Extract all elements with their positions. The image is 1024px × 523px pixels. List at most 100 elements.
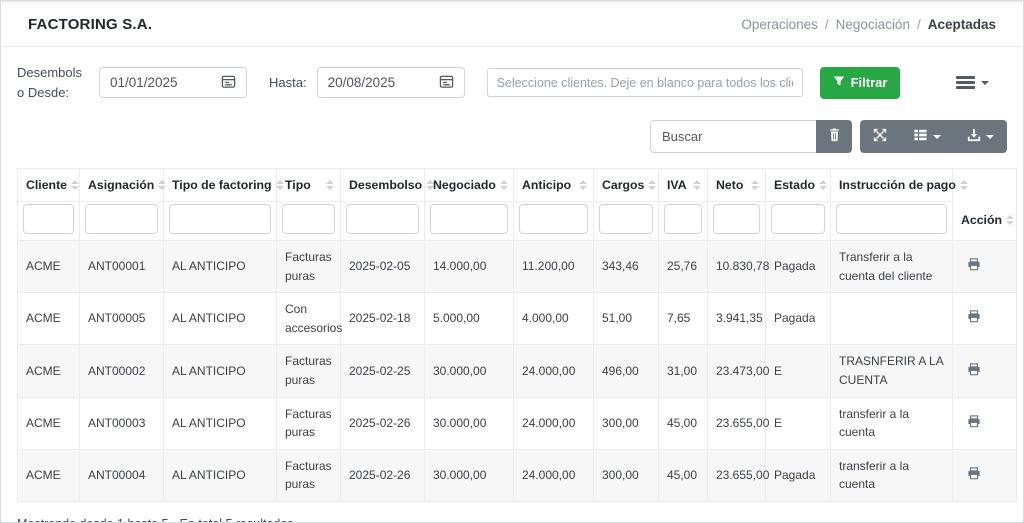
table-toolbar: [860, 120, 1007, 153]
date-to-input[interactable]: 20/08/2025: [316, 67, 465, 98]
cell-estado: Pagada: [765, 239, 831, 294]
column-filter-cell: [424, 201, 514, 241]
column-header[interactable]: Instrucción de pago: [830, 168, 968, 202]
column-filter-cell: [707, 201, 766, 241]
sort-icon: [322, 180, 334, 190]
date-to-value: 20/08/2025: [327, 75, 396, 90]
column-filter-cell: [765, 201, 831, 241]
filter-button[interactable]: Filtrar: [819, 66, 901, 99]
column-header[interactable]: Neto: [707, 168, 766, 202]
column-filter-input[interactable]: [599, 204, 653, 234]
column-filter-input[interactable]: [169, 204, 271, 234]
column-filter-input[interactable]: [85, 204, 158, 234]
cell-negociado: 14.000,00: [424, 239, 514, 294]
cell-iva: 45,00: [658, 396, 708, 450]
table-row: ACME ANT00004 AL ANTICIPO Facturas puras…: [17, 448, 1017, 502]
column-filter-input[interactable]: [713, 204, 760, 234]
cell-accion: [952, 448, 1017, 502]
column-filter-input[interactable]: [664, 204, 702, 234]
cell-desembolso: 2025-02-26: [340, 396, 425, 450]
column-filter-cell: [17, 201, 80, 241]
results-table-container: Cliente Asignación: [17, 168, 1017, 502]
printer-icon: [967, 362, 981, 379]
cell-cliente: ACME: [17, 344, 80, 398]
clients-select-input[interactable]: [486, 68, 803, 97]
cell-cargos: 300,00: [593, 396, 659, 450]
breadcrumb-operaciones[interactable]: Operaciones: [741, 17, 818, 32]
calendar-icon: [439, 74, 454, 92]
cell-tipo: Facturas puras: [276, 396, 341, 450]
column-filter-input[interactable]: [519, 204, 588, 234]
column-header-label: IVA: [667, 178, 687, 192]
column-header-accion[interactable]: Acción: [952, 168, 1017, 241]
cell-asignacion: ANT00003: [79, 396, 164, 450]
sort-icon: [272, 180, 284, 190]
column-header[interactable]: Cliente: [17, 168, 80, 202]
column-header[interactable]: Estado: [765, 168, 831, 202]
date-from-input[interactable]: 01/01/2025: [99, 67, 247, 98]
options-menu-toggle[interactable]: [952, 70, 993, 96]
breadcrumb-negociacion[interactable]: Negociación: [835, 17, 910, 32]
fullscreen-icon: [873, 128, 887, 145]
cell-cliente: ACME: [17, 292, 80, 346]
column-header-label: Tipo de factoring: [172, 178, 272, 192]
column-filter-input[interactable]: [23, 204, 74, 234]
cell-negociado: 30.000,00: [424, 344, 514, 398]
chevron-down-icon: [933, 134, 941, 139]
cell-accion: [952, 292, 1017, 346]
topbar: FACTORING S.A. Operaciones / Negociación…: [1, 1, 1023, 47]
filter-bar: Desembolso Desde: 01/01/2025 Hasta: 20/0…: [1, 47, 1023, 106]
column-header[interactable]: Desembolso: [340, 168, 435, 202]
print-button[interactable]: [965, 465, 983, 485]
table-row: ACME ANT00005 AL ANTICIPO Con accesorios…: [17, 292, 1017, 346]
column-header-label: Cliente: [26, 178, 67, 192]
cell-tipo: Facturas puras: [276, 344, 341, 398]
cell-tipo: Con accesorios: [276, 292, 342, 346]
column-filter-input[interactable]: [836, 204, 947, 234]
print-button[interactable]: [965, 308, 983, 328]
column-filter-cell: [163, 201, 277, 241]
column-filter-input[interactable]: [430, 204, 508, 234]
column-header[interactable]: Tipo: [276, 168, 341, 202]
column-filter-input[interactable]: [771, 204, 825, 234]
print-button[interactable]: [965, 361, 983, 381]
columns-button[interactable]: [900, 120, 954, 153]
export-button[interactable]: [954, 120, 1007, 153]
cell-asignacion: ANT00002: [79, 344, 164, 398]
cell-iva: 7,65: [658, 292, 708, 346]
sort-icon: [67, 180, 79, 190]
cell-asignacion: ANT00004: [79, 448, 164, 502]
cell-neto: 10.830,78: [707, 239, 769, 294]
cell-desembolso: 2025-02-18: [340, 292, 425, 346]
column-filter-input[interactable]: [346, 204, 419, 234]
clear-search-button[interactable]: [816, 120, 852, 153]
breadcrumb: Operaciones / Negociación / Aceptadas: [741, 17, 996, 32]
column-header[interactable]: Anticipo: [513, 168, 594, 202]
column-filter-cell: [276, 201, 341, 241]
column-header-label: Acción: [961, 213, 1002, 227]
column-header[interactable]: Asignación: [79, 168, 167, 202]
column-header-label: Neto: [716, 178, 744, 192]
cell-negociado: 5.000,00: [424, 292, 514, 346]
column-header[interactable]: IVA: [658, 168, 708, 202]
cell-desembolso: 2025-02-25: [340, 344, 425, 398]
fullscreen-button[interactable]: [860, 120, 900, 153]
search-input[interactable]: [650, 120, 816, 153]
cell-neto: 3.941,35: [707, 292, 766, 346]
column-header-label: Cargos: [602, 178, 645, 192]
column-header[interactable]: Cargos: [593, 168, 659, 202]
column-header[interactable]: Negociado: [424, 168, 514, 202]
column-filter-input[interactable]: [282, 204, 335, 234]
cell-estado: E: [765, 396, 831, 450]
sort-icon: [689, 180, 701, 190]
chevron-down-icon: [986, 134, 994, 139]
date-to-label: Hasta:: [269, 74, 307, 90]
print-button[interactable]: [965, 413, 983, 433]
cell-cargos: 51,00: [593, 292, 659, 346]
cell-neto: 23.655,00: [707, 448, 769, 502]
breadcrumb-separator: /: [824, 17, 829, 32]
print-button[interactable]: [965, 256, 983, 276]
column-header[interactable]: Tipo de factoring: [163, 168, 284, 202]
column-header-label: Asignación: [88, 178, 155, 192]
